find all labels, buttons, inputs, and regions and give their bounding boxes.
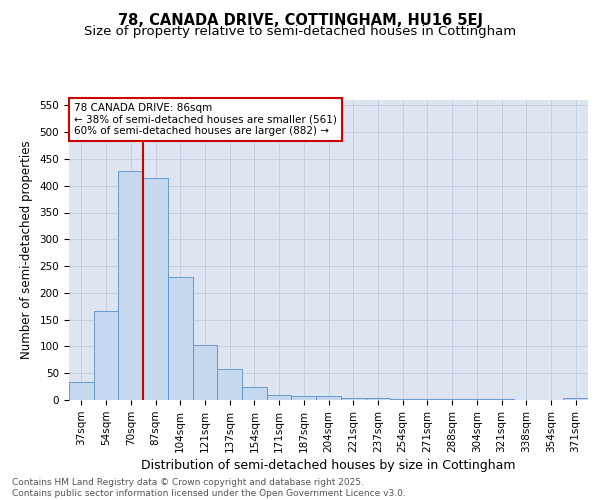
Bar bbox=[292, 396, 316, 400]
Bar bbox=[242, 386, 267, 400]
Bar bbox=[217, 370, 242, 400]
Bar bbox=[415, 399, 440, 400]
Bar bbox=[143, 178, 168, 400]
X-axis label: Distribution of semi-detached houses by size in Cottingham: Distribution of semi-detached houses by … bbox=[141, 459, 516, 472]
Bar bbox=[267, 394, 292, 400]
Bar bbox=[193, 345, 217, 400]
Bar bbox=[365, 398, 390, 400]
Bar bbox=[341, 398, 365, 400]
Text: Contains HM Land Registry data © Crown copyright and database right 2025.
Contai: Contains HM Land Registry data © Crown c… bbox=[12, 478, 406, 498]
Bar bbox=[69, 382, 94, 400]
Text: Size of property relative to semi-detached houses in Cottingham: Size of property relative to semi-detach… bbox=[84, 25, 516, 38]
Y-axis label: Number of semi-detached properties: Number of semi-detached properties bbox=[20, 140, 32, 360]
Text: 78 CANADA DRIVE: 86sqm
← 38% of semi-detached houses are smaller (561)
60% of se: 78 CANADA DRIVE: 86sqm ← 38% of semi-det… bbox=[74, 103, 337, 136]
Bar bbox=[168, 277, 193, 400]
Bar bbox=[118, 171, 143, 400]
Bar bbox=[390, 399, 415, 400]
Bar bbox=[94, 310, 118, 400]
Bar bbox=[563, 398, 588, 400]
Bar bbox=[316, 396, 341, 400]
Text: 78, CANADA DRIVE, COTTINGHAM, HU16 5EJ: 78, CANADA DRIVE, COTTINGHAM, HU16 5EJ bbox=[118, 12, 482, 28]
